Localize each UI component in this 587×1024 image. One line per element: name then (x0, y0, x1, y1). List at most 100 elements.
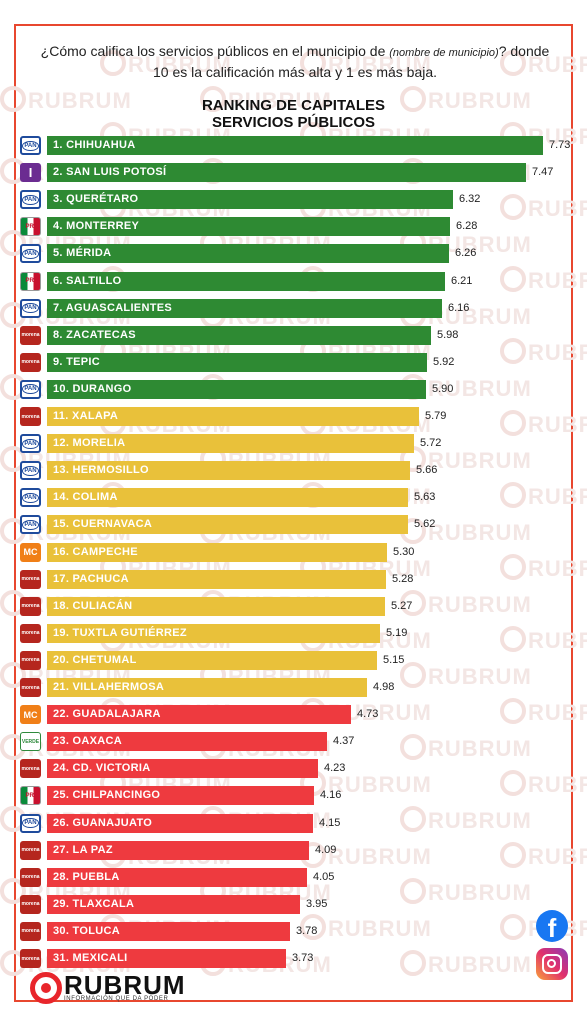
bar-label: 16. CAMPECHE (53, 545, 138, 558)
bar-label: 25. CHILPANCINGO (53, 789, 161, 802)
bar-value: 5.72 (420, 437, 442, 450)
bar: 8. ZACATECAS (47, 325, 431, 345)
bar: 3. QUERÉTARO (47, 190, 453, 210)
bar-label: 21. VILLAHERMOSA (53, 681, 165, 693)
bar-label: 22. GUADALAJARA (53, 708, 161, 721)
bar-label: 6. SALTILLO (53, 274, 122, 287)
watermark: RUBRUM (400, 662, 532, 690)
bar-label: 1. CHIHUAHUA (53, 139, 136, 151)
bar: 4. MONTERREY (47, 217, 450, 237)
bar: 11. XALAPA (47, 407, 419, 426)
bar-value: 5.98 (437, 328, 459, 341)
brand-circle-icon (30, 972, 62, 1004)
bar-value: 5.62 (414, 518, 436, 531)
bar-value: 4.16 (320, 789, 342, 802)
bar-value: 4.05 (313, 870, 335, 883)
bar: 5. MÉRIDA (47, 244, 449, 264)
bar-value: 5.90 (432, 382, 454, 395)
watermark: RUBRUM (500, 482, 587, 510)
party-logo-icon: morena (20, 921, 41, 941)
bar: 15. CUERNAVACA (47, 515, 408, 535)
watermark: RUBRUM (0, 86, 132, 114)
party-logo-icon: PAN (20, 190, 41, 210)
watermark: RUBRUM (500, 266, 587, 294)
party-logo-icon: PAN (20, 136, 41, 155)
party-logo-icon: morena (20, 352, 41, 372)
brand-name: RUBRUM (64, 970, 186, 1000)
bar-label: 28. PUEBLA (53, 870, 120, 883)
bar-label: 20. CHETUMAL (53, 653, 137, 666)
bar-label: 7. AGUASCALIENTES (53, 301, 172, 314)
bar-value: 5.15 (383, 653, 405, 666)
party-logo-icon: PAN (20, 379, 41, 399)
party-logo-icon: morena (20, 623, 41, 643)
bar-label: 27. LA PAZ (53, 843, 113, 856)
party-logo-icon: morena (20, 894, 41, 914)
bar-value: 4.98 (373, 681, 395, 693)
bar-value: 5.28 (392, 572, 414, 585)
party-logo-icon: VERDE (20, 732, 41, 752)
bar: 18. CULIACÁN (47, 596, 385, 616)
party-logo-icon: PAN (20, 434, 41, 454)
watermark: RUBRUM (500, 554, 587, 582)
bar-value: 4.15 (319, 816, 341, 829)
party-logo-icon: morena (20, 596, 41, 616)
watermark: RUBRUM (400, 806, 532, 834)
party-logo-icon: PRI (20, 271, 41, 291)
party-logo-icon: PAN (20, 244, 41, 264)
party-logo-icon: PRI (20, 217, 41, 237)
watermark: RUBRUM (100, 50, 232, 78)
bar-value: 3.78 (296, 924, 318, 937)
party-logo-icon: morena (20, 407, 41, 426)
question-italic: (nombre de municipio) (389, 47, 499, 59)
bar-value: 6.32 (459, 193, 481, 206)
bar-label: 4. MONTERREY (53, 220, 140, 233)
bar-value: 6.21 (451, 274, 473, 287)
instagram-icon[interactable] (536, 948, 568, 980)
bar-label: 15. CUERNAVACA (53, 518, 153, 531)
bar-value: 4.09 (315, 843, 337, 856)
bar-label: 30. TOLUCA (53, 924, 120, 937)
watermark: RUBRUM (400, 86, 532, 114)
bar-value: 7.47 (532, 166, 554, 179)
bar-value: 5.63 (414, 491, 436, 504)
bar-label: 14. COLIMA (53, 491, 118, 504)
watermark: RUBRUM (500, 698, 587, 726)
party-logo-icon: PAN (20, 515, 41, 535)
watermark: RUBRUM (400, 950, 532, 978)
bar-label: 18. CULIACÁN (53, 599, 133, 612)
frame-border (14, 24, 573, 1002)
bar-label: 29. TLAXCALA (53, 897, 135, 910)
watermark: RUBRUM (300, 50, 432, 78)
watermark: RUBRUM (500, 842, 587, 870)
bar: 31. MEXICALI (47, 949, 286, 968)
bar: 21. VILLAHERMOSA (47, 678, 367, 697)
party-logo-icon: morena (20, 840, 41, 860)
party-logo-icon: morena (20, 325, 41, 345)
watermark: RUBRUM (400, 878, 532, 906)
bar: 10. DURANGO (47, 379, 426, 399)
bar-label: 13. HERMOSILLO (53, 464, 149, 477)
facebook-icon[interactable]: f (536, 910, 568, 943)
watermark: RUBRUM (200, 86, 332, 114)
bar: 27. LA PAZ (47, 840, 309, 860)
watermark: RUBRUM (400, 590, 532, 618)
bar: 28. PUEBLA (47, 867, 307, 887)
party-logo-icon: PAN (20, 488, 41, 508)
bar: 17. PACHUCA (47, 569, 386, 589)
bar-value: 4.73 (357, 708, 379, 721)
bar: 23. OAXACA (47, 732, 327, 752)
bar-label: 9. TEPIC (53, 355, 101, 368)
party-logo-icon: MC (20, 542, 41, 562)
bar-label: 31. MEXICALI (53, 952, 128, 964)
bar-value: 6.26 (455, 247, 477, 260)
bar-label: 2. SAN LUIS POTOSÍ (53, 166, 167, 179)
bar: 7. AGUASCALIENTES (47, 298, 442, 318)
bar-label: 17. PACHUCA (53, 572, 129, 585)
chart-title-line1: RANKING DE CAPITALES (201, 97, 386, 114)
bar: 12. MORELIA (47, 434, 414, 454)
bar-value: 5.66 (416, 464, 438, 477)
bar: 14. COLIMA (47, 488, 408, 508)
bar-value: 5.79 (425, 410, 447, 422)
bar: 22. GUADALAJARA (47, 705, 351, 725)
